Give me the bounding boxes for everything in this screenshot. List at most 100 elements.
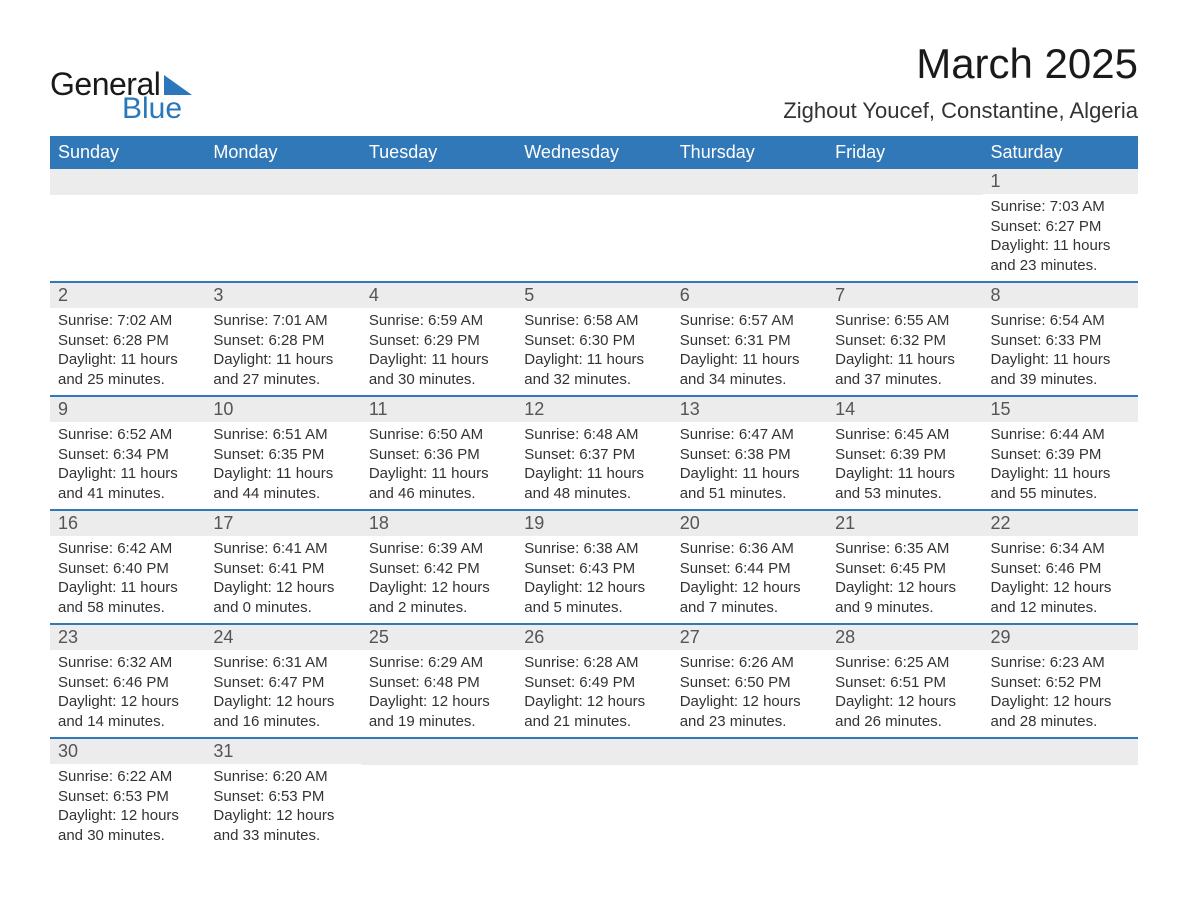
sunset-text: Sunset: 6:30 PM <box>524 331 663 351</box>
daylight-text: Daylight: 11 hours <box>369 350 508 370</box>
sunset-text: Sunset: 6:47 PM <box>213 673 352 693</box>
calendar-week-row: 1Sunrise: 7:03 AMSunset: 6:27 PMDaylight… <box>50 169 1138 281</box>
daylight-text: and 37 minutes. <box>835 370 974 390</box>
daylight-text: and 19 minutes. <box>369 712 508 732</box>
daylight-text: and 30 minutes. <box>369 370 508 390</box>
sunrise-text: Sunrise: 7:01 AM <box>213 311 352 331</box>
sunrise-text: Sunrise: 6:55 AM <box>835 311 974 331</box>
sunrise-text: Sunrise: 6:54 AM <box>991 311 1130 331</box>
calendar-day-cell: 3Sunrise: 7:01 AMSunset: 6:28 PMDaylight… <box>205 283 360 395</box>
weekday-header: Thursday <box>672 136 827 169</box>
sunrise-text: Sunrise: 6:57 AM <box>680 311 819 331</box>
calendar-day-cell: 26Sunrise: 6:28 AMSunset: 6:49 PMDayligh… <box>516 625 671 737</box>
calendar-day-cell: 14Sunrise: 6:45 AMSunset: 6:39 PMDayligh… <box>827 397 982 509</box>
day-number <box>361 169 516 195</box>
calendar-day-cell <box>516 739 671 851</box>
day-details: Sunrise: 6:39 AMSunset: 6:42 PMDaylight:… <box>361 536 516 623</box>
title-block: March 2025 Zighout Youcef, Constantine, … <box>783 40 1138 124</box>
daylight-text: Daylight: 11 hours <box>524 350 663 370</box>
daylight-text: Daylight: 11 hours <box>991 350 1130 370</box>
calendar-week-row: 16Sunrise: 6:42 AMSunset: 6:40 PMDayligh… <box>50 509 1138 623</box>
daylight-text: Daylight: 11 hours <box>835 350 974 370</box>
day-number: 1 <box>983 169 1138 194</box>
day-number: 13 <box>672 397 827 422</box>
daylight-text: and 27 minutes. <box>213 370 352 390</box>
weekday-header: Saturday <box>983 136 1138 169</box>
calendar-day-cell: 8Sunrise: 6:54 AMSunset: 6:33 PMDaylight… <box>983 283 1138 395</box>
sunrise-text: Sunrise: 6:45 AM <box>835 425 974 445</box>
calendar-day-cell <box>205 169 360 281</box>
calendar-day-cell <box>672 739 827 851</box>
sunrise-text: Sunrise: 6:20 AM <box>213 767 352 787</box>
calendar-day-cell <box>516 169 671 281</box>
daylight-text: Daylight: 12 hours <box>213 692 352 712</box>
daylight-text: Daylight: 12 hours <box>58 692 197 712</box>
daylight-text: Daylight: 12 hours <box>213 578 352 598</box>
daylight-text: Daylight: 11 hours <box>991 236 1130 256</box>
weekday-header: Sunday <box>50 136 205 169</box>
sunrise-text: Sunrise: 6:48 AM <box>524 425 663 445</box>
calendar-day-cell <box>827 739 982 851</box>
sunset-text: Sunset: 6:41 PM <box>213 559 352 579</box>
sunrise-text: Sunrise: 6:42 AM <box>58 539 197 559</box>
day-details: Sunrise: 7:02 AMSunset: 6:28 PMDaylight:… <box>50 308 205 395</box>
daylight-text: and 30 minutes. <box>58 826 197 846</box>
day-details: Sunrise: 6:38 AMSunset: 6:43 PMDaylight:… <box>516 536 671 623</box>
sunset-text: Sunset: 6:28 PM <box>213 331 352 351</box>
sunset-text: Sunset: 6:35 PM <box>213 445 352 465</box>
calendar-day-cell: 10Sunrise: 6:51 AMSunset: 6:35 PMDayligh… <box>205 397 360 509</box>
sunrise-text: Sunrise: 6:38 AM <box>524 539 663 559</box>
daylight-text: Daylight: 11 hours <box>524 464 663 484</box>
sunset-text: Sunset: 6:52 PM <box>991 673 1130 693</box>
daylight-text: Daylight: 11 hours <box>369 464 508 484</box>
calendar-day-cell <box>361 739 516 851</box>
calendar-day-cell: 16Sunrise: 6:42 AMSunset: 6:40 PMDayligh… <box>50 511 205 623</box>
day-number: 23 <box>50 625 205 650</box>
day-number: 18 <box>361 511 516 536</box>
calendar-day-cell <box>50 169 205 281</box>
day-number: 8 <box>983 283 1138 308</box>
sunset-text: Sunset: 6:48 PM <box>369 673 508 693</box>
day-details: Sunrise: 6:20 AMSunset: 6:53 PMDaylight:… <box>205 764 360 851</box>
daylight-text: Daylight: 12 hours <box>991 692 1130 712</box>
sunrise-text: Sunrise: 6:28 AM <box>524 653 663 673</box>
daylight-text: Daylight: 11 hours <box>835 464 974 484</box>
daylight-text: and 21 minutes. <box>524 712 663 732</box>
day-number: 17 <box>205 511 360 536</box>
sunset-text: Sunset: 6:31 PM <box>680 331 819 351</box>
daylight-text: Daylight: 12 hours <box>680 692 819 712</box>
day-details: Sunrise: 6:48 AMSunset: 6:37 PMDaylight:… <box>516 422 671 509</box>
daylight-text: and 28 minutes. <box>991 712 1130 732</box>
sunrise-text: Sunrise: 6:36 AM <box>680 539 819 559</box>
daylight-text: and 34 minutes. <box>680 370 819 390</box>
day-number: 6 <box>672 283 827 308</box>
day-number: 12 <box>516 397 671 422</box>
calendar: Sunday Monday Tuesday Wednesday Thursday… <box>50 136 1138 851</box>
sunset-text: Sunset: 6:29 PM <box>369 331 508 351</box>
day-details: Sunrise: 6:29 AMSunset: 6:48 PMDaylight:… <box>361 650 516 737</box>
day-number: 3 <box>205 283 360 308</box>
calendar-day-cell: 29Sunrise: 6:23 AMSunset: 6:52 PMDayligh… <box>983 625 1138 737</box>
daylight-text: and 39 minutes. <box>991 370 1130 390</box>
day-number: 7 <box>827 283 982 308</box>
daylight-text: Daylight: 12 hours <box>524 578 663 598</box>
calendar-day-cell: 1Sunrise: 7:03 AMSunset: 6:27 PMDaylight… <box>983 169 1138 281</box>
daylight-text: Daylight: 12 hours <box>991 578 1130 598</box>
day-number: 20 <box>672 511 827 536</box>
day-number <box>516 169 671 195</box>
daylight-text: and 12 minutes. <box>991 598 1130 618</box>
day-number: 19 <box>516 511 671 536</box>
calendar-day-cell: 28Sunrise: 6:25 AMSunset: 6:51 PMDayligh… <box>827 625 982 737</box>
day-details: Sunrise: 6:47 AMSunset: 6:38 PMDaylight:… <box>672 422 827 509</box>
sunrise-text: Sunrise: 6:52 AM <box>58 425 197 445</box>
daylight-text: and 23 minutes. <box>680 712 819 732</box>
sunrise-text: Sunrise: 6:35 AM <box>835 539 974 559</box>
daylight-text: Daylight: 11 hours <box>58 464 197 484</box>
daylight-text: and 5 minutes. <box>524 598 663 618</box>
daylight-text: and 7 minutes. <box>680 598 819 618</box>
sunset-text: Sunset: 6:46 PM <box>991 559 1130 579</box>
calendar-day-cell: 11Sunrise: 6:50 AMSunset: 6:36 PMDayligh… <box>361 397 516 509</box>
calendar-day-cell: 17Sunrise: 6:41 AMSunset: 6:41 PMDayligh… <box>205 511 360 623</box>
day-number: 30 <box>50 739 205 764</box>
calendar-day-cell: 4Sunrise: 6:59 AMSunset: 6:29 PMDaylight… <box>361 283 516 395</box>
